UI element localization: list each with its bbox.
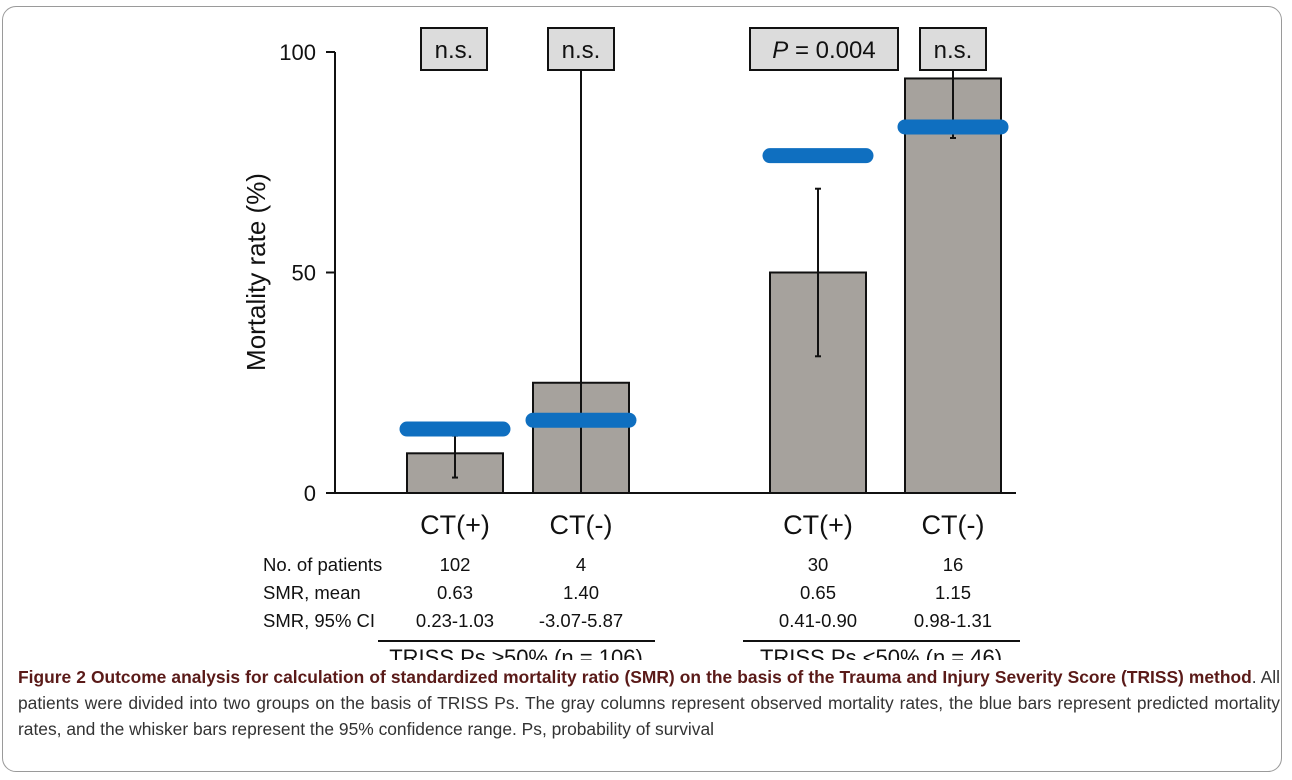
y-tick-label: 100 — [279, 40, 316, 65]
table-cell: 16 — [943, 554, 964, 575]
group-label: TRISS Ps ≥50% (n = 106) — [389, 645, 643, 660]
significance-box — [919, 27, 987, 71]
category-label: CT(-) — [550, 510, 613, 540]
category-label: CT(+) — [783, 510, 853, 540]
table-cell: 0.23-1.03 — [416, 610, 494, 631]
figure-frame — [2, 6, 1282, 772]
table-cell: 102 — [440, 554, 471, 575]
y-tick-label: 50 — [292, 261, 316, 286]
significance-boxes: n.s. n.s. P = 0.004 n.s. — [420, 27, 987, 71]
group-label: TRISS Ps <50% (n = 46) — [760, 645, 1002, 660]
y-tick-label: 0 — [304, 481, 316, 506]
significance-label: n.s. — [934, 37, 973, 64]
ci-whiskers — [452, 64, 956, 493]
significance-label: P = 0.004 — [772, 37, 875, 64]
category-label: CT(+) — [420, 510, 490, 540]
table-cell: 0.65 — [800, 582, 836, 603]
table-row-label: No. of patients — [263, 554, 382, 575]
category-labels: CT(+) CT(-) CT(+) CT(-) — [420, 510, 984, 540]
significance-label: n.s. — [435, 37, 474, 64]
significance-label: n.s. — [562, 37, 601, 64]
caption-title: Figure 2 Outcome analysis for calculatio… — [18, 667, 1252, 687]
significance-box — [547, 27, 615, 71]
table-cell: 30 — [808, 554, 829, 575]
predicted-marks — [399, 119, 1009, 437]
significance-box — [420, 27, 488, 71]
table-cell: 0.63 — [437, 582, 473, 603]
table-cell: 1.15 — [935, 582, 971, 603]
table-cell: 0.41-0.90 — [779, 610, 857, 631]
bar-chart: 0 50 100 Mortality rate (%) n.s. n.s. P = 0.… — [241, 27, 1020, 660]
y-axis-label: Mortality rate (%) — [241, 173, 271, 371]
significance-box — [749, 27, 899, 71]
table-cell: 4 — [576, 554, 586, 575]
figure-caption: Figure 2 Outcome analysis for calculatio… — [18, 664, 1280, 742]
observed-bars — [406, 77, 1002, 495]
smr-table: No. of patients SMR, mean SMR, 95% CI 102 0.… — [263, 554, 992, 631]
table-row-label: SMR, 95% CI — [263, 610, 375, 631]
observed-bar — [904, 77, 1002, 495]
group-labels: TRISS Ps ≥50% (n = 106) TRISS Ps <50% (n … — [378, 640, 1020, 660]
table-row-label: SMR, mean — [263, 582, 361, 603]
caption-text: . All patients were divided into two gro… — [18, 667, 1280, 739]
table-cell: 1.40 — [563, 582, 599, 603]
category-label: CT(-) — [922, 510, 985, 540]
table-cell: 0.98-1.31 — [914, 610, 992, 631]
table-cell: -3.07-5.87 — [539, 610, 623, 631]
